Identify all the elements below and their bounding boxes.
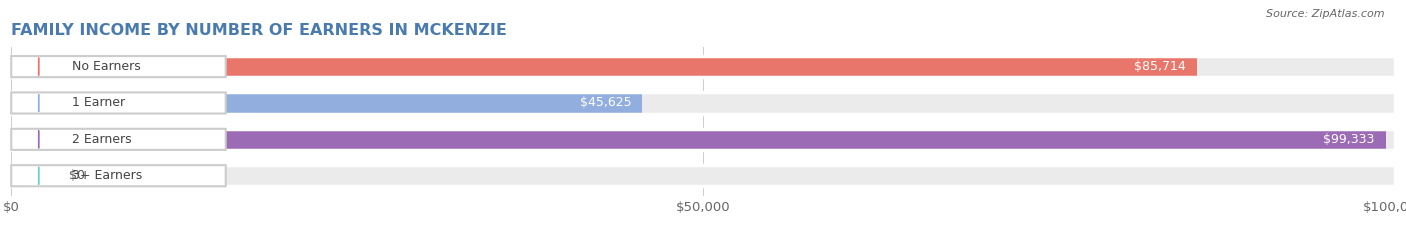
Bar (11, 56, 1395, 77)
Bar (11, 165, 1395, 186)
FancyBboxPatch shape (11, 56, 226, 77)
Text: 1 Earner: 1 Earner (72, 96, 125, 110)
Text: FAMILY INCOME BY NUMBER OF EARNERS IN MCKENZIE: FAMILY INCOME BY NUMBER OF EARNERS IN MC… (11, 24, 508, 38)
Text: $85,714: $85,714 (1135, 60, 1187, 73)
Bar (11, 165, 1395, 186)
Text: 3+ Earners: 3+ Earners (72, 169, 142, 182)
Bar (11, 56, 1197, 77)
Text: $45,625: $45,625 (579, 96, 631, 110)
Text: $99,333: $99,333 (1323, 133, 1375, 146)
Text: No Earners: No Earners (72, 60, 141, 73)
Text: 2 Earners: 2 Earners (72, 133, 132, 146)
Bar (11, 93, 1395, 113)
Text: $0: $0 (69, 169, 86, 182)
Bar (11, 93, 1395, 113)
Bar (11, 165, 53, 186)
Bar (11, 129, 1385, 150)
FancyBboxPatch shape (11, 165, 226, 186)
FancyBboxPatch shape (11, 93, 226, 113)
FancyBboxPatch shape (11, 129, 226, 150)
Bar (11, 129, 1395, 150)
Bar (11, 56, 1395, 77)
Bar (11, 129, 1395, 150)
Bar (11, 93, 643, 113)
Text: Source: ZipAtlas.com: Source: ZipAtlas.com (1267, 9, 1385, 19)
